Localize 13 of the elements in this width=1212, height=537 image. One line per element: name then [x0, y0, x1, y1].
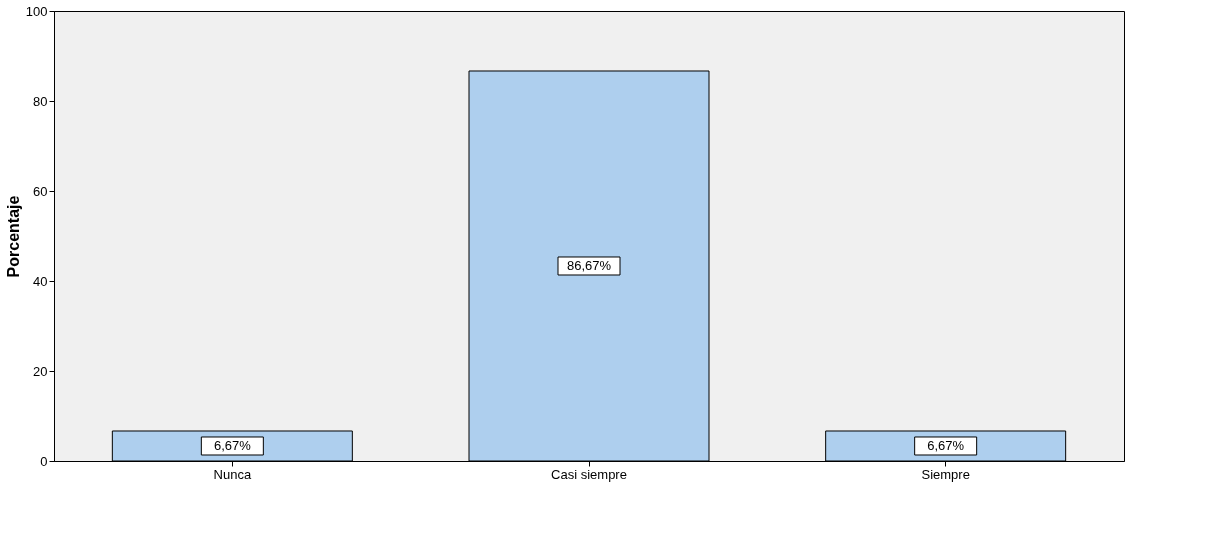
- data-label: 6,67%: [927, 437, 965, 453]
- y-tick-label: 100: [25, 3, 48, 19]
- data-label: 86,67%: [566, 257, 612, 273]
- x-tick-label: Nunca: [213, 466, 252, 482]
- y-tick-label: 0: [40, 453, 48, 469]
- y-tick-label: 60: [33, 183, 48, 199]
- y-tick-label: 20: [33, 363, 48, 379]
- x-tick-label: Siempre: [921, 466, 970, 482]
- y-tick-label: 80: [33, 93, 48, 109]
- data-label: 6,67%: [213, 437, 252, 453]
- x-tick-label: Casi siempre: [551, 466, 627, 482]
- y-tick-label: 40: [33, 273, 48, 289]
- y-axis-title: Porcentaje: [4, 195, 22, 278]
